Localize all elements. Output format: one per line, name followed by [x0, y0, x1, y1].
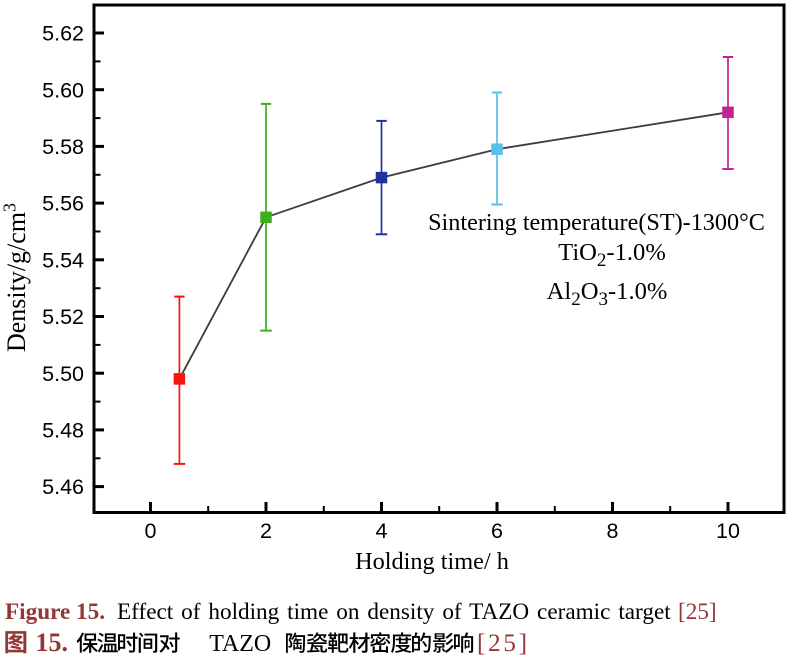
svg-text:10: 10: [716, 519, 740, 543]
svg-text:Effect of holding time on dens: Effect of holding time on density of TAZ…: [117, 599, 671, 625]
svg-text:TAZO: TAZO: [209, 631, 271, 657]
svg-text:Holding time/ h: Holding time/ h: [355, 548, 509, 575]
svg-text:8: 8: [607, 519, 619, 543]
svg-text:TiO2-1.0%: TiO2-1.0%: [558, 239, 666, 271]
svg-text:Figure 15.: Figure 15.: [5, 599, 105, 625]
svg-text:5.46: 5.46: [42, 475, 84, 499]
svg-text:[25]: [25]: [678, 599, 717, 625]
svg-text:5.50: 5.50: [42, 362, 84, 386]
svg-text:5.58: 5.58: [42, 135, 84, 159]
svg-text:Density/g/cm3: Density/g/cm3: [0, 203, 31, 352]
svg-text:Sintering temperature(ST)-1300: Sintering temperature(ST)-1300°C: [428, 209, 765, 236]
svg-text:5.56: 5.56: [42, 192, 84, 216]
svg-text:Al2O3-1.0%: Al2O3-1.0%: [547, 278, 668, 310]
svg-text:5.62: 5.62: [42, 22, 84, 46]
svg-text:5.52: 5.52: [42, 305, 84, 329]
svg-text:5.48: 5.48: [42, 419, 84, 443]
svg-text:5.54: 5.54: [42, 248, 84, 272]
svg-text:5.60: 5.60: [42, 78, 84, 102]
svg-text:6: 6: [491, 519, 503, 543]
svg-text:15.: 15.: [36, 628, 69, 657]
svg-text:4: 4: [376, 519, 388, 543]
svg-text:0: 0: [145, 519, 157, 543]
svg-text:2: 2: [260, 519, 272, 543]
svg-text:[25]: [25]: [477, 630, 530, 657]
